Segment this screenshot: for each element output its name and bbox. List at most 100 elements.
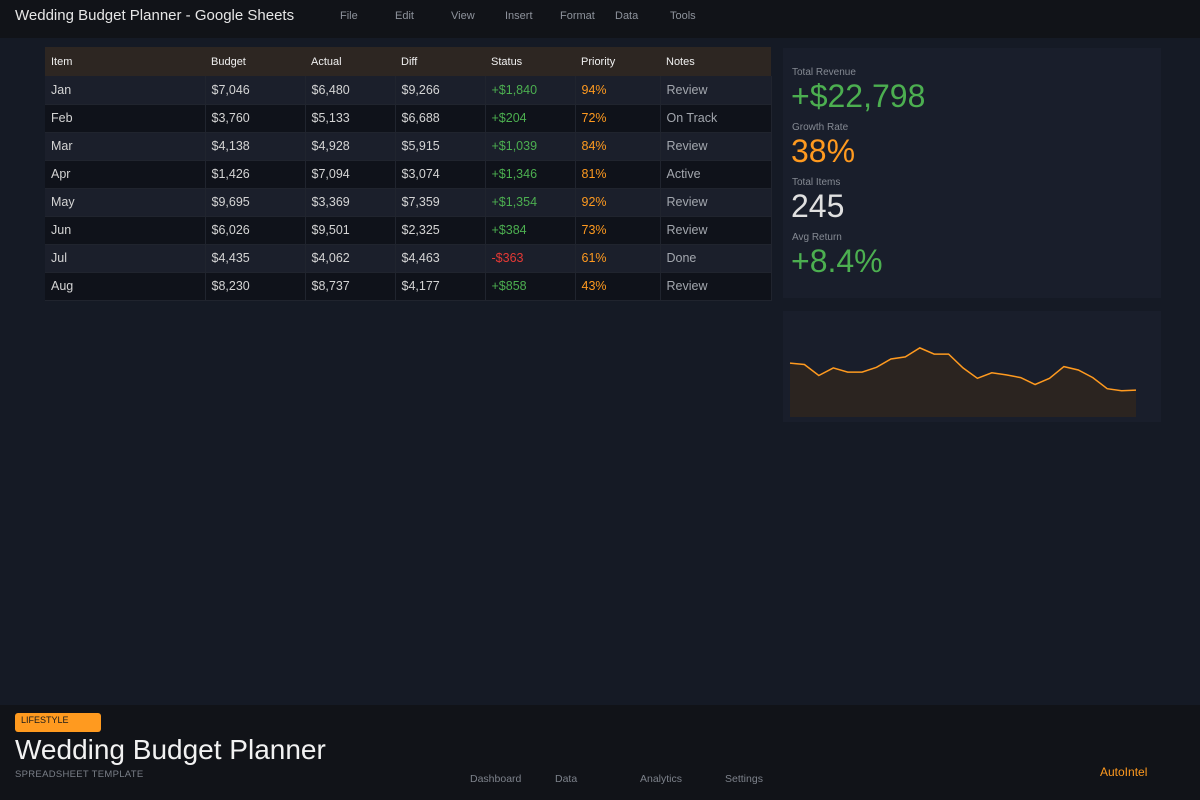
- table-row: Jun $6,026 $9,501 $2,325 +$384 73% Revie…: [45, 216, 772, 245]
- menu-insert[interactable]: Insert: [505, 10, 533, 22]
- column-header-notes[interactable]: Notes: [660, 47, 771, 76]
- cell-notes[interactable]: Review: [660, 76, 772, 105]
- cell-priority[interactable]: 61%: [575, 244, 661, 273]
- cell-budget[interactable]: $9,695: [205, 188, 306, 217]
- cell-actual[interactable]: $5,133: [305, 104, 396, 133]
- cell-actual[interactable]: $7,094: [305, 160, 396, 189]
- table-row: Feb $3,760 $5,133 $6,688 +$204 72% On Tr…: [45, 104, 772, 133]
- cell-budget[interactable]: $4,435: [205, 244, 306, 273]
- cell-diff[interactable]: $5,915: [395, 132, 486, 161]
- cell-status[interactable]: -$363: [485, 244, 576, 273]
- cell-status[interactable]: +$384: [485, 216, 576, 245]
- menu-data[interactable]: Data: [615, 10, 639, 22]
- window-title: Wedding Budget Planner - Google Sheets: [15, 7, 295, 24]
- cell-item[interactable]: Jan: [45, 76, 206, 105]
- cell-priority[interactable]: 73%: [575, 216, 661, 245]
- cell-notes[interactable]: Review: [660, 188, 772, 217]
- cell-item[interactable]: Feb: [45, 104, 206, 133]
- stat-label-total-items: Total Items: [792, 177, 841, 188]
- cell-status[interactable]: +$1,039: [485, 132, 576, 161]
- cell-item[interactable]: Apr: [45, 160, 206, 189]
- cell-priority[interactable]: 43%: [575, 272, 661, 301]
- chart-area-fill: [790, 347, 1136, 417]
- cell-diff[interactable]: $4,177: [395, 272, 486, 301]
- column-header-diff[interactable]: Diff: [395, 47, 485, 76]
- cell-actual[interactable]: $3,369: [305, 188, 396, 217]
- menu-file[interactable]: File: [340, 10, 358, 22]
- nav-settings[interactable]: Settings: [725, 773, 763, 785]
- title-bar: Wedding Budget Planner - Google Sheets F…: [0, 0, 1200, 38]
- table-row: Jul $4,435 $4,062 $4,463 -$363 61% Done: [45, 244, 772, 273]
- nav-data[interactable]: Data: [555, 773, 578, 785]
- cell-priority[interactable]: 94%: [575, 76, 661, 105]
- stat-value-total-revenue: +$22,798: [791, 78, 926, 114]
- stat-value-total-items: 245: [791, 188, 845, 224]
- cell-budget[interactable]: $4,138: [205, 132, 306, 161]
- column-header-status[interactable]: Status: [485, 47, 575, 76]
- cell-budget[interactable]: $1,426: [205, 160, 306, 189]
- cell-diff[interactable]: $9,266: [395, 76, 486, 105]
- stats-panel: Total Revenue +$22,798 Growth Rate 38% T…: [783, 48, 1161, 298]
- chart-series-line: [789, 347, 1137, 392]
- menu-format[interactable]: Format: [560, 10, 595, 22]
- cell-actual[interactable]: $8,737: [305, 272, 396, 301]
- table-row: Mar $4,138 $4,928 $5,915 +$1,039 84% Rev…: [45, 132, 772, 161]
- cell-notes[interactable]: Review: [660, 272, 772, 301]
- cell-notes[interactable]: Active: [660, 160, 772, 189]
- stat-label-avg-return: Avg Return: [792, 232, 842, 243]
- cell-diff[interactable]: $6,688: [395, 104, 486, 133]
- cell-priority[interactable]: 81%: [575, 160, 661, 189]
- nav-analytics[interactable]: Analytics: [640, 773, 683, 785]
- cell-actual[interactable]: $9,501: [305, 216, 396, 245]
- cell-status[interactable]: +$858: [485, 272, 576, 301]
- cell-item[interactable]: Mar: [45, 132, 206, 161]
- cell-notes[interactable]: Review: [660, 216, 772, 245]
- cell-actual[interactable]: $4,062: [305, 244, 396, 273]
- cell-actual[interactable]: $6,480: [305, 76, 396, 105]
- cell-status[interactable]: +$1,346: [485, 160, 576, 189]
- stat-label-total-revenue: Total Revenue: [792, 67, 856, 78]
- table-header-row: Item Budget Actual Diff Status Priority …: [45, 47, 771, 76]
- menu-tools[interactable]: Tools: [670, 10, 696, 22]
- cell-status[interactable]: +$1,354: [485, 188, 576, 217]
- cell-budget[interactable]: $6,026: [205, 216, 306, 245]
- footer: LIFESTYLE Wedding Budget Planner SPREADS…: [0, 705, 1200, 800]
- nav-dashboard[interactable]: Dashboard: [470, 773, 522, 785]
- cell-priority[interactable]: 72%: [575, 104, 661, 133]
- table-row: May $9,695 $3,369 $7,359 +$1,354 92% Rev…: [45, 188, 772, 217]
- cell-budget[interactable]: $3,760: [205, 104, 306, 133]
- cell-diff[interactable]: $2,325: [395, 216, 486, 245]
- cell-notes[interactable]: Done: [660, 244, 772, 273]
- footer-title: Wedding Budget Planner: [15, 734, 326, 765]
- cell-item[interactable]: May: [45, 188, 206, 217]
- cell-item[interactable]: Jul: [45, 244, 206, 273]
- category-badge: LIFESTYLE: [15, 713, 101, 732]
- stat-value-avg-return: +8.4%: [791, 243, 883, 279]
- cell-item[interactable]: Jun: [45, 216, 206, 245]
- menu-edit[interactable]: Edit: [395, 10, 414, 22]
- cell-notes[interactable]: On Track: [660, 104, 772, 133]
- cell-status[interactable]: +$1,840: [485, 76, 576, 105]
- cell-diff[interactable]: $4,463: [395, 244, 486, 273]
- cell-budget[interactable]: $7,046: [205, 76, 306, 105]
- column-header-actual[interactable]: Actual: [305, 47, 395, 76]
- brand-logo-text[interactable]: AutoIntel: [1100, 765, 1148, 779]
- cell-priority[interactable]: 84%: [575, 132, 661, 161]
- cell-priority[interactable]: 92%: [575, 188, 661, 217]
- cell-item[interactable]: Aug: [45, 272, 206, 301]
- column-header-item[interactable]: Item: [45, 47, 205, 76]
- cell-diff[interactable]: $3,074: [395, 160, 486, 189]
- column-header-priority[interactable]: Priority: [575, 47, 660, 76]
- table-row: Aug $8,230 $8,737 $4,177 +$858 43% Revie…: [45, 272, 772, 301]
- cell-notes[interactable]: Review: [660, 132, 772, 161]
- column-header-budget[interactable]: Budget: [205, 47, 305, 76]
- cell-actual[interactable]: $4,928: [305, 132, 396, 161]
- table-row: Jan $7,046 $6,480 $9,266 +$1,840 94% Rev…: [45, 76, 772, 105]
- cell-diff[interactable]: $7,359: [395, 188, 486, 217]
- stat-value-growth-rate: 38%: [791, 133, 856, 169]
- menu-view[interactable]: View: [451, 10, 475, 22]
- trend-chart-panel: [783, 311, 1161, 422]
- footer-subtitle: SPREADSHEET TEMPLATE: [15, 769, 144, 780]
- cell-status[interactable]: +$204: [485, 104, 576, 133]
- cell-budget[interactable]: $8,230: [205, 272, 306, 301]
